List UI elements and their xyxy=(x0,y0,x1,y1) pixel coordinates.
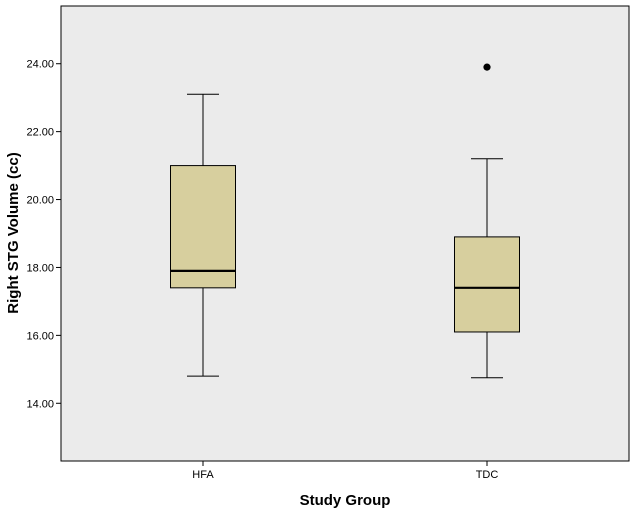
box-group-hfa xyxy=(170,93,236,377)
y-tick-label: 16.00 xyxy=(26,330,54,342)
box-hfa xyxy=(170,165,236,289)
y-tick-label: 24.00 xyxy=(26,59,54,71)
outlier-point-tdc-0 xyxy=(483,63,491,71)
x-tick-label-tdc: TDC xyxy=(476,469,499,481)
x-tick-label-hfa: HFA xyxy=(192,469,214,481)
y-tick-label: 18.00 xyxy=(26,262,54,274)
y-axis-title: Right STG Volume (cc) xyxy=(5,152,22,313)
plot-area xyxy=(60,5,630,462)
x-axis: HFA TDC xyxy=(192,461,498,481)
box-tdc xyxy=(454,236,520,333)
y-tick-label: 22.00 xyxy=(26,127,54,139)
y-tick-label: 20.00 xyxy=(26,195,54,207)
y-tick-label: 14.00 xyxy=(26,398,54,410)
boxes xyxy=(170,63,520,379)
y-axis: 14.00 16.00 18.00 20.00 22.00 24.00 xyxy=(26,59,61,410)
box-group-tdc xyxy=(454,63,520,379)
x-axis-title: Study Group xyxy=(300,492,391,509)
